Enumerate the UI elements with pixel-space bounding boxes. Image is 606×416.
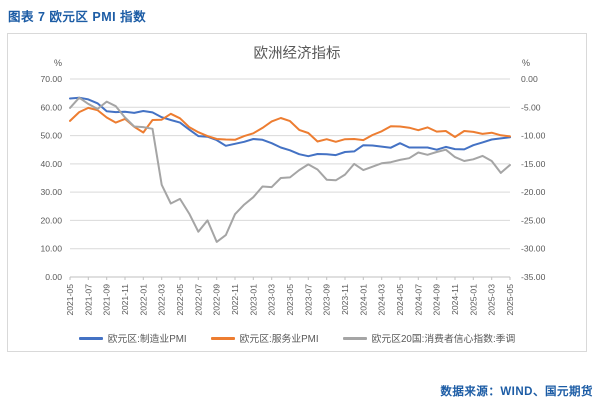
svg-text:-15.00: -15.00 [521, 159, 546, 169]
svg-text:2024-01: 2024-01 [358, 284, 368, 316]
svg-text:30.00: 30.00 [40, 187, 62, 197]
svg-text:2025-01: 2025-01 [468, 284, 478, 316]
svg-text:2024-07: 2024-07 [413, 284, 423, 316]
svg-text:70.00: 70.00 [40, 74, 62, 84]
svg-text:2022-01: 2022-01 [138, 284, 148, 316]
svg-text:%: % [522, 58, 530, 68]
legend-line-swatch-gray [342, 336, 367, 340]
svg-text:60.00: 60.00 [40, 102, 62, 112]
svg-text:2024-03: 2024-03 [377, 284, 387, 316]
svg-text:2022-11: 2022-11 [230, 284, 240, 315]
svg-text:20.00: 20.00 [40, 215, 62, 225]
svg-text:2021-11: 2021-11 [120, 284, 130, 315]
svg-text:40.00: 40.00 [40, 159, 62, 169]
legend-item-consumer-confidence: 欧元区20国:消费者信心指数:季调 [342, 331, 516, 345]
legend-item-services-pmi: 欧元区:服务业PMI [210, 331, 319, 345]
source-note: 数据来源：WIND、国元期货 [440, 386, 593, 398]
svg-text:2023-05: 2023-05 [285, 284, 295, 316]
svg-text:2025-05: 2025-05 [505, 284, 515, 316]
svg-text:-5.00: -5.00 [521, 102, 541, 112]
svg-text:2022-07: 2022-07 [193, 284, 203, 316]
svg-text:0.00: 0.00 [521, 74, 538, 84]
svg-text:2023-09: 2023-09 [322, 284, 332, 316]
svg-text:50.00: 50.00 [40, 131, 62, 141]
svg-text:2023-03: 2023-03 [267, 284, 277, 316]
svg-text:2024-11: 2024-11 [450, 284, 460, 315]
legend-line-swatch-blue [78, 336, 103, 340]
svg-text:2024-05: 2024-05 [395, 284, 405, 316]
svg-text:10.00: 10.00 [40, 244, 62, 254]
svg-text:2024-09: 2024-09 [432, 284, 442, 316]
svg-text:-10.00: -10.00 [521, 131, 546, 141]
svg-text:2021-05: 2021-05 [65, 284, 75, 316]
legend-item-manufacturing-pmi: 欧元区:制造业PMI [78, 331, 187, 345]
svg-text:2022-03: 2022-03 [157, 284, 167, 316]
svg-text:2021-09: 2021-09 [102, 284, 112, 316]
svg-text:0.00: 0.00 [45, 272, 62, 282]
chart-title: 欧洲经济指标 [253, 46, 341, 62]
svg-text:2021-07: 2021-07 [83, 284, 93, 316]
chart-container: 欧洲经济指标 70.00 60.00 50.00 40.00 30.00 20.00 10.… [7, 33, 587, 352]
svg-text:%: % [54, 58, 62, 68]
legend-line-swatch-orange [210, 336, 235, 340]
svg-text:2025-03: 2025-03 [487, 284, 497, 316]
svg-text:-20.00: -20.00 [521, 187, 546, 197]
line-chart: 70.00 60.00 50.00 40.00 30.00 20.00 10.00 0.00 0… [40, 58, 546, 316]
svg-text:2022-05: 2022-05 [175, 284, 185, 316]
legend-label: 欧元区:服务业PMI [239, 334, 319, 345]
legend-label: 欧元区:制造业PMI [107, 334, 187, 345]
svg-text:2022-09: 2022-09 [212, 284, 222, 316]
svg-text:2023-01: 2023-01 [248, 284, 258, 316]
svg-text:-30.00: -30.00 [521, 244, 546, 254]
svg-text:-25.00: -25.00 [521, 215, 546, 225]
figure-caption: 图表 7 欧元区 PMI 指数 [8, 10, 147, 24]
legend-label: 欧元区20国:消费者信心指数:季调 [371, 334, 516, 345]
svg-text:2023-11: 2023-11 [340, 284, 350, 315]
chart-legend: 欧元区:制造业PMI 欧元区:服务业PMI 欧元区20国:消费者信心指数:季调 [8, 331, 586, 345]
svg-text:-35.00: -35.00 [521, 272, 546, 282]
svg-text:2023-07: 2023-07 [303, 284, 313, 316]
